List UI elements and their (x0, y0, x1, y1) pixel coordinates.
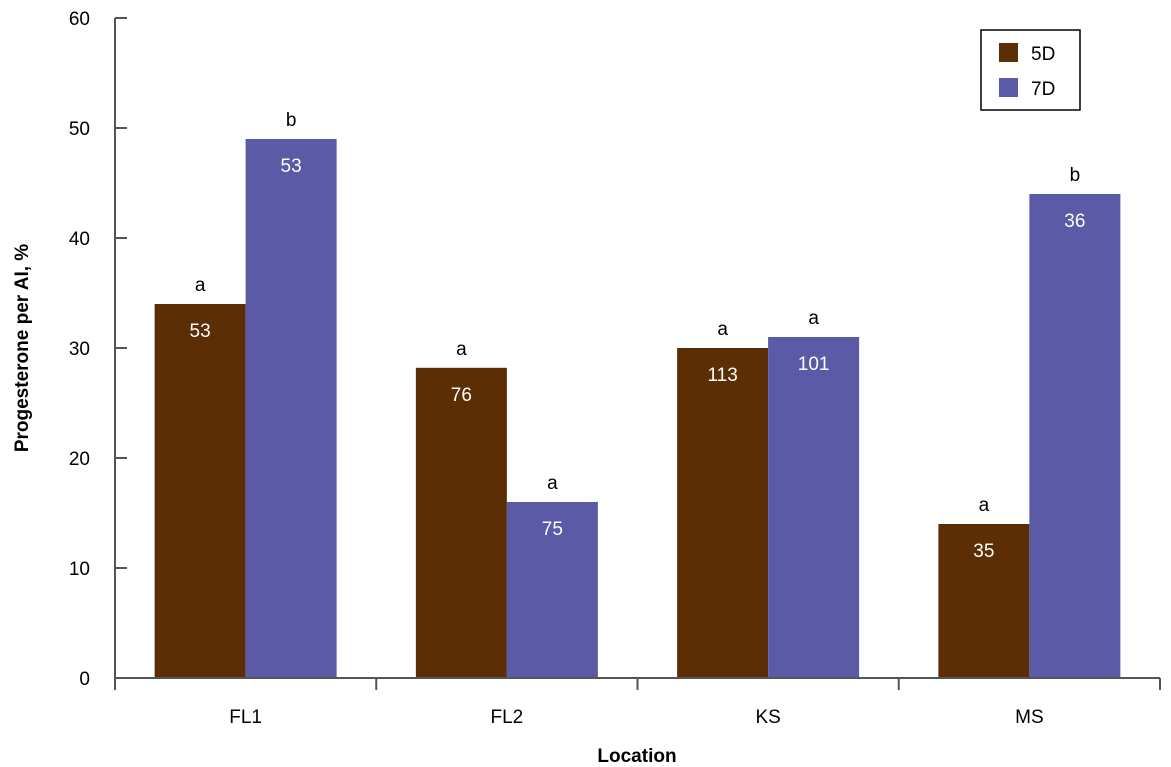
significance-letter: a (547, 473, 558, 494)
y-tick-label: 60 (69, 9, 90, 30)
x-category-label: FL1 (229, 707, 262, 728)
bar-7d (1029, 194, 1121, 678)
bar-count-label: 113 (707, 365, 737, 386)
legend-label: 5D (1031, 44, 1055, 65)
significance-letter: a (979, 495, 990, 516)
bar-7d (768, 337, 860, 678)
bar-count-label: 35 (973, 541, 994, 562)
legend-box (980, 29, 1081, 111)
bar-5d (154, 304, 246, 678)
bar-7d (245, 139, 337, 678)
y-axis-title: Progesterone per AI, % (12, 244, 33, 452)
legend-label: 7D (1031, 79, 1055, 100)
axes-layer (114, 17, 1161, 690)
bar-count-label: 53 (190, 321, 211, 342)
bar-count-label: 75 (542, 519, 563, 540)
x-axis-title: Location (597, 746, 676, 767)
significance-letter: a (808, 308, 819, 329)
legend: 5D 7D (980, 29, 1081, 111)
legend-swatch-7d (999, 78, 1018, 97)
significance-letter: b (1070, 165, 1081, 186)
y-tick-label: 10 (69, 559, 90, 580)
bar-5d (938, 524, 1030, 678)
x-category-label: MS (1015, 707, 1044, 728)
x-category-label: KS (755, 707, 780, 728)
y-tick-label: 0 (79, 669, 90, 690)
bar-count-label: 101 (798, 354, 830, 375)
bar-count-label: 36 (1064, 211, 1085, 232)
bar-5d (415, 367, 507, 678)
significance-letter: b (286, 110, 297, 131)
x-category-label: FL2 (491, 707, 524, 728)
significance-letter: a (195, 275, 206, 296)
y-tick-label: 30 (69, 339, 90, 360)
y-tick-label: 20 (69, 449, 90, 470)
y-tick-label: 40 (69, 229, 90, 250)
legend-swatch-5d (999, 43, 1018, 62)
bars-layer (154, 139, 1121, 678)
significance-letter: a (456, 339, 467, 360)
bar-5d (677, 348, 769, 678)
significance-letter: a (717, 319, 728, 340)
y-tick-label: 50 (69, 119, 90, 140)
bar-7d (506, 502, 598, 678)
labels-layer: 0 10 20 30 40 50 60 FL1 53 a 53 b FL2 76 a 75 a KS 113 a 101… (69, 9, 1086, 728)
bar-count-label: 53 (281, 156, 302, 177)
bar-count-label: 76 (451, 385, 472, 406)
